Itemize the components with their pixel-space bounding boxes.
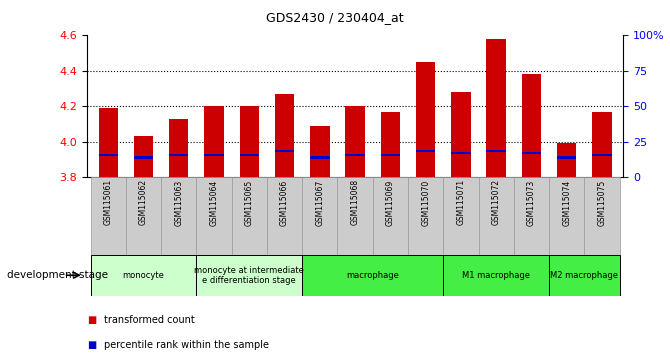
Text: GSM115066: GSM115066 (280, 179, 289, 225)
Bar (98, 108, 118, 177)
Text: GSM115068: GSM115068 (350, 179, 360, 225)
Bar (196, 255, 302, 296)
Bar (549, 255, 620, 296)
Text: M1 macrophage: M1 macrophage (462, 271, 530, 280)
Bar (522, 152, 541, 154)
Bar (486, 150, 506, 153)
Bar (310, 126, 330, 177)
Bar (486, 39, 506, 177)
Bar (90, 255, 196, 296)
Bar (302, 255, 444, 296)
Text: GSM115067: GSM115067 (316, 179, 324, 225)
Bar (346, 106, 364, 177)
Text: transformed count: transformed count (104, 315, 194, 325)
Bar (275, 94, 294, 177)
Text: GSM115070: GSM115070 (421, 179, 430, 225)
Bar (557, 143, 576, 177)
Bar (275, 150, 294, 153)
Bar (240, 154, 259, 156)
Bar (416, 150, 436, 153)
Text: GSM115061: GSM115061 (104, 179, 113, 225)
Bar (381, 112, 400, 177)
Text: GSM115073: GSM115073 (527, 179, 536, 225)
Text: M2 macrophage: M2 macrophage (550, 271, 618, 280)
Bar (373, 177, 408, 255)
Bar (169, 119, 188, 177)
Bar (204, 106, 224, 177)
Text: monocyte at intermediate
e differentiation stage: monocyte at intermediate e differentiati… (194, 266, 304, 285)
Text: percentile rank within the sample: percentile rank within the sample (104, 340, 269, 350)
Bar (134, 156, 153, 159)
Bar (90, 177, 126, 255)
Bar (592, 154, 612, 156)
Text: GSM115063: GSM115063 (174, 179, 184, 225)
Text: GSM115075: GSM115075 (598, 179, 606, 225)
Bar (451, 92, 470, 177)
Bar (302, 177, 338, 255)
Text: macrophage: macrophage (346, 271, 399, 280)
Bar (549, 177, 584, 255)
Text: development stage: development stage (7, 270, 108, 280)
Bar (557, 156, 576, 159)
Bar (478, 177, 514, 255)
Bar (134, 136, 153, 177)
Text: GSM115069: GSM115069 (386, 179, 395, 225)
Text: ■: ■ (87, 340, 96, 350)
Bar (196, 177, 232, 255)
Bar (522, 74, 541, 177)
Bar (451, 152, 470, 154)
Bar (514, 177, 549, 255)
Bar (267, 177, 302, 255)
Bar (346, 154, 364, 156)
Text: GSM115064: GSM115064 (210, 179, 218, 225)
Text: GSM115072: GSM115072 (492, 179, 500, 225)
Bar (126, 177, 161, 255)
Text: monocyte: monocyte (123, 271, 164, 280)
Bar (338, 177, 373, 255)
Bar (310, 156, 330, 159)
Bar (240, 106, 259, 177)
Bar (381, 154, 400, 156)
Bar (98, 154, 118, 156)
Text: GSM115065: GSM115065 (245, 179, 254, 225)
Text: GSM115074: GSM115074 (562, 179, 572, 225)
Text: GSM115071: GSM115071 (456, 179, 466, 225)
Bar (416, 62, 436, 177)
Bar (161, 177, 196, 255)
Text: ■: ■ (87, 315, 96, 325)
Bar (584, 177, 620, 255)
Bar (444, 177, 478, 255)
Text: GDS2430 / 230404_at: GDS2430 / 230404_at (266, 11, 404, 24)
Bar (592, 112, 612, 177)
Bar (204, 154, 224, 156)
Bar (232, 177, 267, 255)
Bar (408, 177, 444, 255)
Bar (169, 154, 188, 156)
Bar (444, 255, 549, 296)
Text: GSM115062: GSM115062 (139, 179, 148, 225)
